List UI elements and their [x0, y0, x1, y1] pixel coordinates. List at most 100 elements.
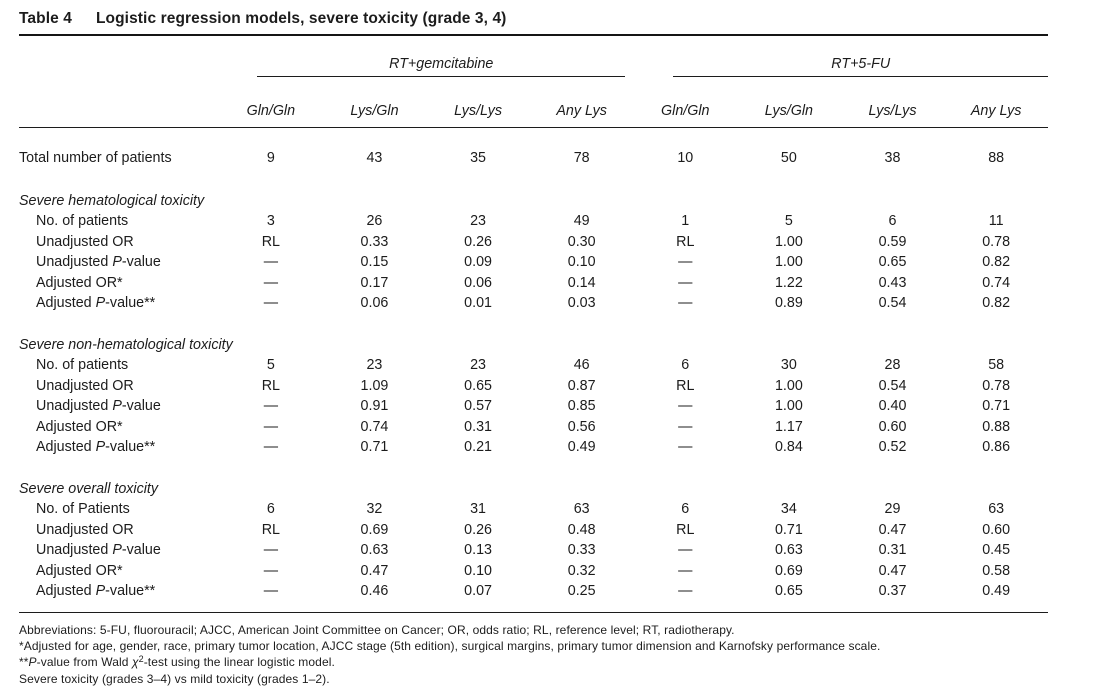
row-label: Unadjusted P-value: [36, 398, 161, 414]
row-label: No. of patients: [36, 357, 129, 373]
data-cell: 0.31: [878, 542, 907, 558]
row-label: Unadjusted OR: [36, 521, 134, 538]
data-cell: 0.85: [567, 398, 596, 414]
row-label: Adjusted P-value**: [36, 295, 156, 311]
row-label: Adjusted OR*: [36, 418, 123, 435]
data-cell: RL: [261, 521, 280, 538]
data-cell: 1.00: [774, 254, 803, 270]
section-header-row: Severe overall toxicity: [19, 479, 1048, 500]
data-cell: 34: [780, 501, 797, 517]
footnote-line: Abbreviations: 5-FU, fluorouracil; AJCC,…: [19, 622, 735, 637]
data-cell: 1: [681, 213, 690, 229]
data-cell: 0.37: [840, 581, 945, 613]
data-cell: RL: [261, 233, 280, 250]
data-cell: —: [678, 254, 693, 270]
data-cell: 0.45: [982, 542, 1011, 558]
data-cell: 6: [888, 213, 897, 229]
col-header-any-lys-gem: Any Lys: [529, 77, 634, 128]
data-cell: 0.21: [464, 439, 492, 455]
data-cell: 50: [780, 150, 797, 166]
data-cell: 23: [366, 357, 383, 373]
footnote-line: **P-value from Wald χ2-test using the li…: [19, 653, 335, 670]
data-cell: 0.84: [774, 439, 803, 455]
group-label: RT+5-FU: [831, 56, 891, 72]
table-row: Unadjusted P-value — 0.15 0.09 0.10 — 1.00 0.65…: [19, 252, 1048, 273]
data-cell: 0.60: [878, 418, 907, 435]
group-header-rt-5fu: RT+5-FU: [633, 36, 1048, 77]
data-cell: —: [219, 581, 323, 613]
data-cell: 63: [988, 501, 1005, 517]
genotype-header-row: Gln/Gln Lys/Gln Lys/Lys Any Lys Gln/Gln …: [19, 77, 1048, 128]
data-cell: RL: [676, 233, 695, 250]
data-cell: 0.33: [360, 233, 389, 250]
table-row: No. of Patients 6 32 31 63 6 34 29 63: [19, 499, 1048, 520]
data-cell: —: [678, 542, 693, 558]
table-row: Adjusted OR* — 0.74 0.31 0.56 — 1.17 0.60 0.88: [19, 417, 1048, 438]
data-cell: 1.00: [774, 377, 803, 394]
data-cell: 0.30: [567, 233, 596, 250]
data-cell: —: [633, 581, 738, 613]
data-cell: 0.14: [567, 274, 596, 291]
data-cell: 0.47: [878, 521, 907, 538]
row-label: Unadjusted P-value: [36, 542, 161, 558]
table-number: Table 4: [19, 10, 72, 27]
data-cell: —: [263, 439, 278, 455]
data-cell: —: [263, 295, 278, 311]
data-cell: 10: [677, 150, 694, 166]
section-header: Severe overall toxicity: [19, 480, 159, 497]
total-patients-row: Total number of patients 9 43 35 78 10 50 38 88: [19, 128, 1048, 170]
data-cell: 0.78: [982, 377, 1011, 394]
data-cell: 0.06: [360, 295, 389, 311]
data-cell: 0.47: [878, 562, 907, 579]
table-row: Adjusted P-value** — 0.71 0.21 0.49 — 0.84 0.52…: [19, 437, 1048, 458]
data-cell: 0.31: [464, 418, 492, 435]
data-cell: —: [678, 562, 693, 579]
data-cell: 23: [470, 213, 486, 229]
data-cell: 0.10: [464, 562, 492, 579]
col-header-lys-lys-5fu: Lys/Lys: [840, 77, 945, 128]
data-cell: 0.59: [878, 233, 907, 250]
data-cell: 0.69: [360, 521, 389, 538]
spacer-cell: [19, 458, 1048, 479]
table-row: Adjusted P-value** —0.46 0.07 0.25—0.65 0.37…: [19, 581, 1048, 613]
data-cell: 0.86: [982, 439, 1011, 455]
data-cell: 0.57: [464, 398, 492, 414]
data-cell: 0.47: [360, 562, 389, 579]
col-header-lys-lys-gem: Lys/Lys: [426, 77, 530, 128]
col-header-gln-gln-gem: Gln/Gln: [219, 77, 323, 128]
data-cell: —: [678, 295, 693, 311]
table-row: Adjusted P-value** — 0.06 0.01 0.03 — 0.89 0.54…: [19, 293, 1048, 314]
table-row: No. of patients 3 26 23 49 1 5 6 11: [19, 211, 1048, 232]
row-label: Unadjusted OR: [36, 377, 134, 394]
data-cell: 0.65: [737, 581, 841, 613]
data-cell: 0.07: [426, 581, 530, 613]
data-cell: 0.17: [360, 274, 389, 291]
data-cell: 0.89: [774, 295, 803, 311]
data-cell: —: [263, 254, 278, 270]
data-cell: 0.43: [878, 274, 907, 291]
footnote-line: *Adjusted for age, gender, race, primary…: [19, 638, 881, 653]
section-header: Severe non-hematological toxicity: [19, 336, 233, 353]
table-header: RT+gemcitabine RT+5-FU Gln/Gln Lys/Gln L…: [19, 36, 1048, 128]
data-cell: 32: [366, 501, 383, 517]
data-cell: 0.63: [360, 542, 389, 558]
spacer-row: [19, 458, 1048, 479]
data-cell: 0.33: [567, 542, 596, 558]
data-cell: 0.01: [464, 295, 492, 311]
data-cell: 78: [573, 150, 590, 166]
group-header-rt-gemcitabine: RT+gemcitabine: [219, 36, 633, 77]
data-cell: 0.78: [982, 233, 1011, 250]
data-cell: 1.00: [774, 233, 803, 250]
footnote-line: Severe toxicity (grades 3–4) vs mild tox…: [19, 671, 330, 686]
table-row: No. of patients 5 23 23 46 6 30 28 58: [19, 355, 1048, 376]
table-row: Unadjusted OR RL 0.33 0.26 0.30 RL 1.00 0.59 0.7…: [19, 232, 1048, 253]
data-cell: 6: [681, 357, 690, 373]
data-cell: 0.48: [567, 521, 596, 538]
data-cell: 35: [470, 150, 486, 166]
data-cell: 0.71: [982, 398, 1011, 414]
data-cell: 0.40: [878, 398, 907, 414]
data-cell: 0.87: [567, 377, 596, 394]
data-cell: 43: [366, 150, 383, 166]
data-cell: 11: [988, 213, 1004, 229]
data-cell: 0.65: [464, 377, 492, 394]
